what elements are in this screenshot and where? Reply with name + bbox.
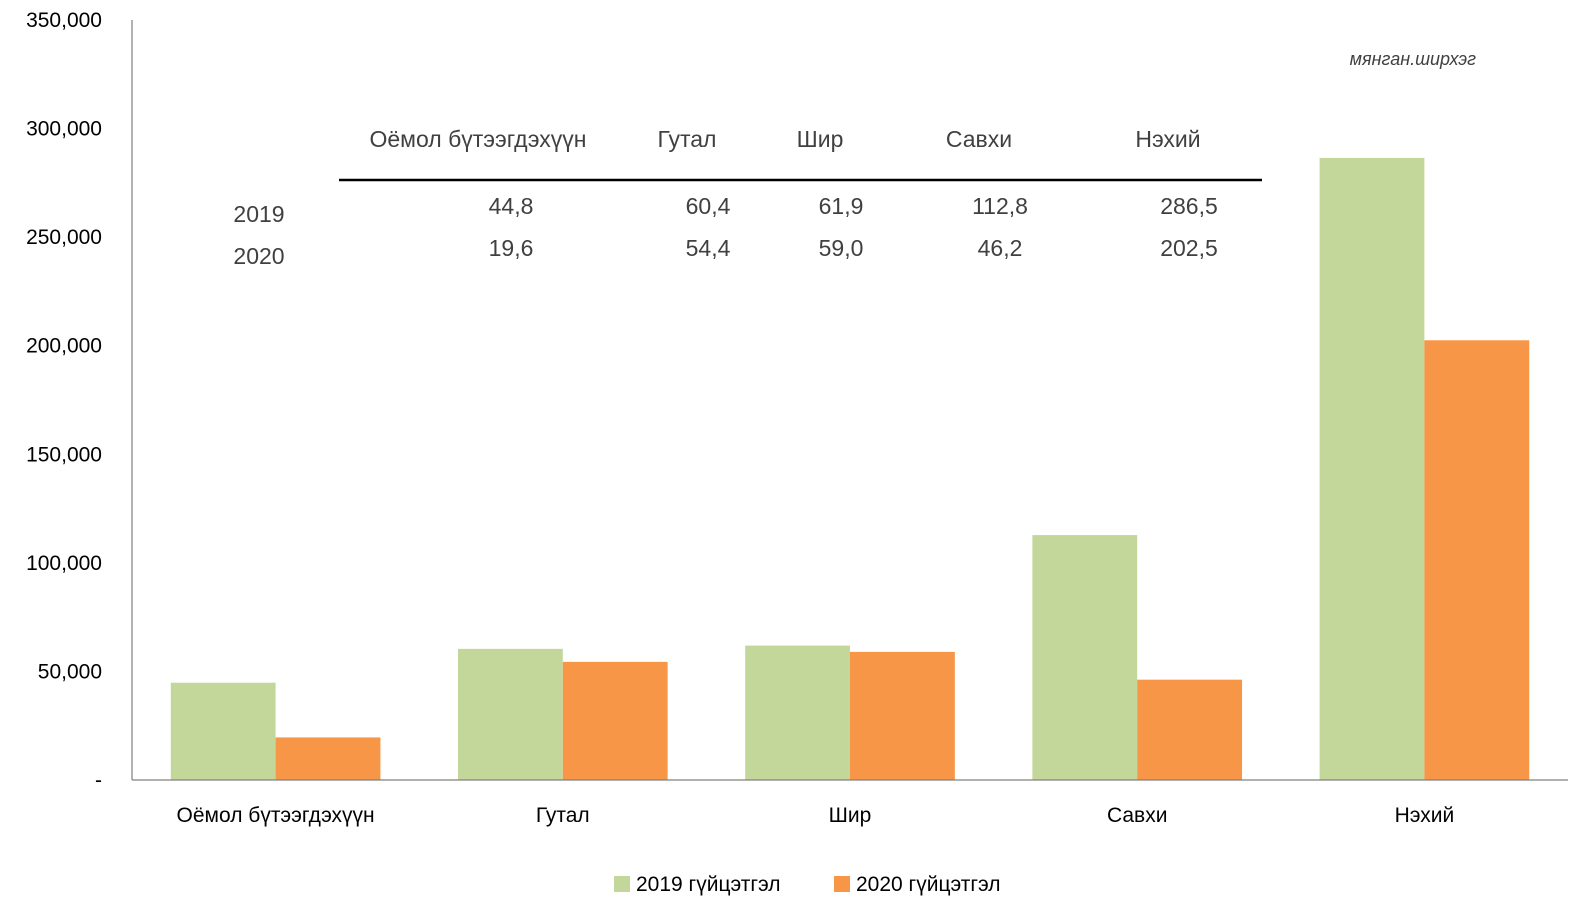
table-row-label: 2019 (233, 201, 284, 227)
y-tick-label: 300,000 (26, 118, 102, 141)
x-category-label: Савхи (1107, 804, 1167, 827)
table-cell: 202,5 (1160, 235, 1218, 261)
legend-label: 2020 гүйцэтгэл (856, 873, 1001, 896)
legend: 2019 гүйцэтгэл 2020 гүйцэтгэл (614, 873, 1001, 896)
bar-2020-1 (562, 661, 668, 780)
y-tick-label: 250,000 (26, 226, 102, 249)
table-cell: 60,4 (686, 193, 731, 219)
table-cell: 46,2 (978, 235, 1023, 261)
y-tick-label: 200,000 (26, 335, 102, 358)
y-axis: - 50,000 100,000 150,000 200,000 250,000 300,0… (26, 9, 133, 792)
table-cell: 112,8 (972, 193, 1028, 219)
y-tick-label: 50,000 (38, 660, 102, 683)
y-tick-label: - (95, 769, 102, 792)
table-header: Оёмол бүтээгдэхүүн (370, 126, 587, 152)
table-header: Нэхий (1135, 126, 1200, 152)
x-category-label: Оёмол бүтээгдэхүүн (177, 804, 375, 827)
table-cell: 54,4 (686, 235, 731, 261)
bar-2019-1 (457, 648, 563, 780)
table-cell: 19,6 (489, 235, 534, 261)
y-tick-label: 100,000 (26, 552, 102, 575)
x-category-label: Нэхий (1395, 804, 1455, 827)
bar-2019-2 (745, 645, 850, 780)
x-axis: Оёмол бүтээгдэхүүн Гутал Шир Савхи Нэхий (132, 779, 1568, 827)
legend-label: 2019 гүйцэтгэл (636, 873, 781, 896)
legend-swatch (614, 876, 630, 892)
x-category-label: Гутал (536, 804, 590, 827)
table-cell: 286,5 (1160, 193, 1218, 219)
bar-2019-4 (1319, 157, 1425, 780)
bar-2019-0 (170, 682, 276, 780)
table-header: Гутал (658, 126, 717, 152)
y-tick-label: 150,000 (26, 443, 102, 466)
bar-2020-3 (1137, 679, 1243, 780)
x-category-label: Шир (829, 804, 872, 827)
table-cell: 44,8 (489, 193, 534, 219)
legend-swatch (834, 876, 850, 892)
y-tick-label: 350,000 (26, 9, 102, 32)
bar-2020-2 (850, 651, 955, 780)
data-table: Оёмол бүтээгдэхүүн Гутал Шир Савхи Нэхий 2019… (233, 126, 1262, 269)
bars (170, 157, 1530, 780)
bar-2020-0 (275, 737, 381, 780)
unit-note: мянган.ширхэг (1350, 49, 1476, 69)
bar-2020-4 (1424, 340, 1530, 780)
table-row-label: 2020 (233, 243, 284, 269)
table-cell: 61,9 (819, 193, 864, 219)
bar-2019-3 (1032, 535, 1138, 780)
table-cell: 59,0 (819, 235, 864, 261)
table-header: Савхи (946, 126, 1012, 152)
table-header: Шир (797, 126, 844, 152)
